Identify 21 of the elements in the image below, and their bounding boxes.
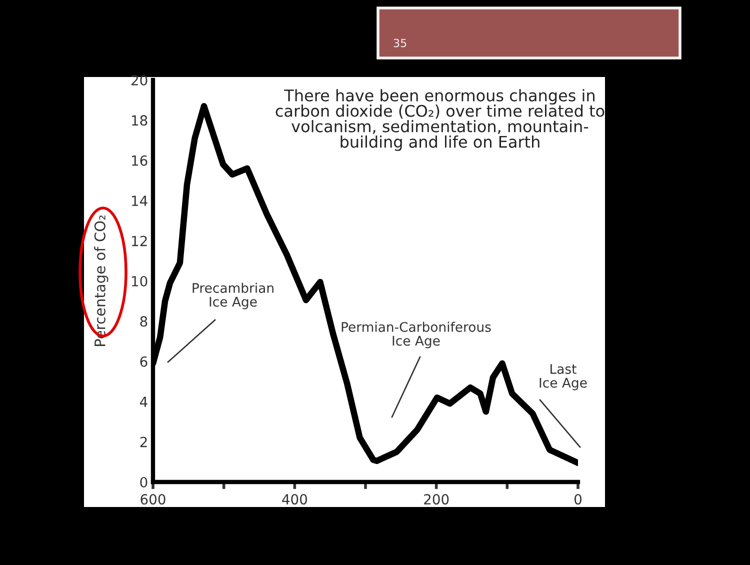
x-tick-label: 400 [282, 494, 307, 505]
text: There have been enormous changes in carbon dioxide (CO₂) over time related to volcanism, sedimentation, mountain- building and life on Earth [276, 89, 604, 151]
y-axis-title: Percentage of CO₂ [94, 215, 108, 346]
y-tick-label: 18 [132, 115, 148, 126]
y-tick-label: 4 [140, 396, 148, 407]
y-tick-label: 0 [140, 476, 148, 488]
y-tick-label: 16 [132, 155, 148, 166]
text: 35 [394, 38, 406, 48]
x-tick-label: 600 [140, 494, 166, 505]
y-tick-label: 10 [132, 276, 148, 286]
y-tick-label: 8 [140, 316, 148, 327]
y-tick-label: 20 [131, 74, 148, 86]
y-tick-label: 6 [140, 356, 148, 367]
annotation: Precambrian Ice Age [192, 282, 274, 310]
y-tick-label: 2 [140, 436, 147, 448]
x-tick-label: 0 [574, 494, 582, 505]
y-tick-label: 14 [132, 196, 148, 206]
annotation: Permian-Carboniferous Ice Age [342, 322, 491, 348]
annotation: Last Ice Age [540, 364, 587, 390]
x-tick-label: 200 [424, 494, 449, 505]
y-tick-label: 12 [132, 236, 147, 246]
